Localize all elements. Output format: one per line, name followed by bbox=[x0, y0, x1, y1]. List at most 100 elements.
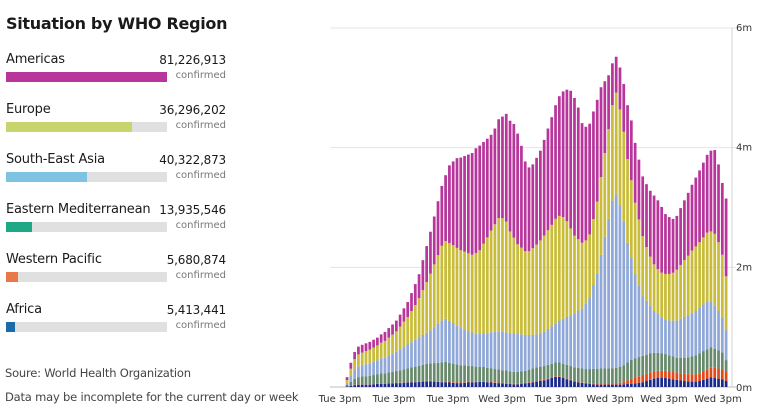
bar-segment bbox=[398, 349, 402, 371]
bar-segment bbox=[607, 368, 610, 385]
region-europe[interactable]: Europe 36,296,202 confirmed bbox=[6, 102, 230, 152]
x-tick-label: Tue 3pm bbox=[372, 394, 416, 405]
bar-segment bbox=[580, 368, 584, 383]
bar-segment bbox=[425, 380, 429, 382]
bar-segment bbox=[394, 370, 398, 383]
bar-segment bbox=[535, 334, 538, 368]
bar-segment bbox=[349, 375, 353, 382]
bar-segment bbox=[592, 111, 595, 220]
bar-segment bbox=[720, 254, 724, 318]
bar-segment bbox=[724, 330, 728, 361]
bar-segment bbox=[474, 382, 478, 387]
bar-segment bbox=[611, 384, 614, 387]
bar-segment bbox=[539, 380, 542, 382]
bar-segment bbox=[550, 377, 554, 379]
bar-segment bbox=[656, 378, 660, 387]
bar-segment bbox=[667, 355, 671, 372]
bar-segment bbox=[353, 378, 356, 385]
bar-segment bbox=[508, 120, 512, 232]
bar-segment bbox=[410, 381, 413, 383]
bar-segment bbox=[436, 381, 440, 387]
bar-segment bbox=[451, 322, 455, 364]
bar-segment bbox=[478, 334, 482, 367]
bar-segment bbox=[504, 221, 508, 333]
bar-segment bbox=[683, 381, 686, 387]
bar-segment bbox=[421, 364, 425, 382]
bar-segment bbox=[607, 129, 610, 219]
bar-segment bbox=[429, 231, 432, 274]
bar-segment bbox=[592, 384, 595, 387]
bar-segment bbox=[713, 233, 717, 306]
bar-segment bbox=[421, 381, 425, 387]
bar-segment bbox=[406, 382, 410, 387]
bar-segment bbox=[482, 243, 485, 334]
bar-segment bbox=[709, 150, 713, 232]
bar-segment bbox=[641, 236, 645, 297]
bar-segment bbox=[576, 382, 580, 387]
bar-segment bbox=[580, 382, 584, 387]
bar-segment bbox=[576, 107, 580, 240]
bar-segment bbox=[448, 382, 451, 387]
bar-segment bbox=[660, 370, 664, 379]
bar-segment bbox=[542, 379, 546, 381]
bar-segment bbox=[679, 373, 682, 381]
bar-segment bbox=[584, 383, 588, 387]
bar-segment bbox=[421, 260, 425, 291]
bar-segment bbox=[372, 361, 375, 376]
bar-segment bbox=[406, 368, 410, 383]
bar-segment bbox=[667, 320, 671, 356]
bar-segment bbox=[410, 293, 413, 312]
region-count-label: confirmed bbox=[175, 270, 226, 281]
bar-segment bbox=[652, 264, 656, 312]
bar-segment bbox=[489, 134, 493, 231]
bar-segment bbox=[501, 382, 504, 384]
x-tick-label: Wed 3pm bbox=[694, 394, 741, 405]
bar-segment bbox=[440, 320, 444, 363]
region-bar-track bbox=[6, 272, 167, 282]
bar-segment bbox=[345, 386, 349, 387]
bar-segment bbox=[360, 344, 364, 353]
bar-segment bbox=[520, 371, 523, 384]
bar-segment bbox=[440, 381, 444, 383]
bar-segment bbox=[436, 201, 440, 256]
bar-segment bbox=[463, 329, 466, 366]
bar-segment bbox=[478, 250, 482, 335]
bar-segment bbox=[550, 363, 554, 378]
bar-segment bbox=[557, 320, 561, 363]
bar-segment bbox=[463, 251, 466, 330]
bar-segment bbox=[360, 384, 364, 387]
bar-segment bbox=[622, 381, 626, 385]
region-africa[interactable]: Africa 5,413,441 confirmed bbox=[6, 302, 230, 352]
bar-segment bbox=[364, 364, 368, 377]
bar-segment bbox=[379, 383, 383, 387]
bar-segment bbox=[504, 332, 508, 371]
bar-segment bbox=[675, 357, 679, 373]
bar-segment bbox=[664, 319, 667, 355]
bar-segment bbox=[459, 328, 463, 366]
bar-segment bbox=[516, 371, 519, 384]
region-western-pacific[interactable]: Western Pacific 5,680,874 confirmed bbox=[6, 252, 230, 302]
region-eastern-mediterranean[interactable]: Eastern Mediterranean 13,935,546 confirm… bbox=[6, 202, 230, 252]
region-americas[interactable]: Americas 81,226,913 confirmed bbox=[6, 52, 230, 102]
panel-title: Situation by WHO Region bbox=[6, 14, 228, 33]
bar-segment bbox=[482, 333, 485, 367]
bar-segment bbox=[444, 175, 447, 242]
bar-segment bbox=[561, 91, 565, 218]
region-name: Western Pacific bbox=[6, 252, 102, 267]
bar-segment bbox=[592, 368, 595, 384]
bar-segment bbox=[410, 342, 413, 368]
bar-segment bbox=[364, 384, 368, 387]
bar-segment bbox=[607, 75, 610, 130]
bar-segment bbox=[599, 368, 603, 385]
bar-segment bbox=[440, 245, 444, 321]
bar-segment bbox=[584, 382, 588, 384]
bar-segment bbox=[345, 384, 349, 387]
bar-segment bbox=[523, 383, 527, 387]
bar-segment bbox=[387, 372, 391, 384]
bar-segment bbox=[531, 368, 535, 382]
bar-segment bbox=[455, 382, 459, 384]
bar-segment bbox=[364, 351, 368, 365]
bar-segment bbox=[410, 367, 413, 382]
region-south-east-asia[interactable]: South-East Asia 40,322,873 confirmed bbox=[6, 152, 230, 202]
bar-segment bbox=[546, 379, 550, 387]
